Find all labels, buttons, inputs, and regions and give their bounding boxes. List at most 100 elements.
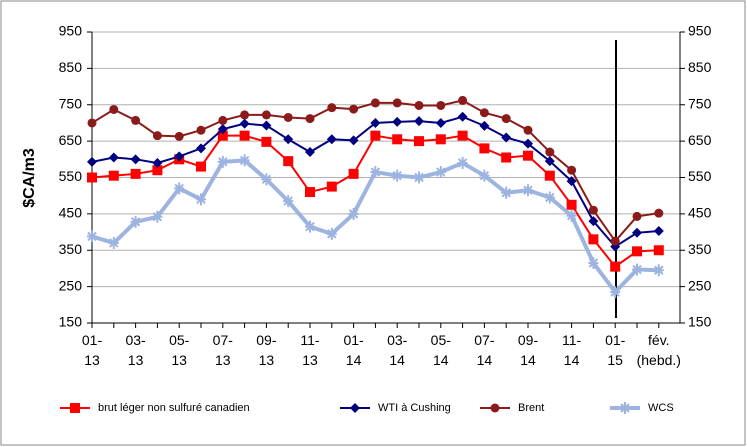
marker: [479, 120, 490, 131]
marker: [370, 166, 381, 179]
marker: [348, 207, 359, 220]
y-tick-label: 550: [59, 168, 83, 184]
y-tick-label: 250: [59, 277, 83, 293]
marker: [87, 172, 97, 183]
marker: [152, 157, 163, 168]
marker: [479, 108, 489, 118]
y-tick-label: 950: [59, 23, 83, 39]
marker: [239, 130, 250, 141]
marker: [479, 169, 490, 182]
y-tick-label: 650: [59, 132, 83, 148]
y-tick-label: 450: [59, 205, 83, 221]
marker: [108, 152, 119, 163]
marker: [523, 150, 533, 161]
marker: [305, 147, 315, 158]
y2-tick-label: 150: [688, 314, 712, 330]
marker: [108, 170, 119, 181]
legend-label: WTI à Cushing: [378, 402, 451, 414]
marker: [610, 236, 620, 246]
marker: [523, 184, 533, 197]
marker: [87, 156, 97, 167]
marker: [632, 211, 642, 221]
marker: [196, 161, 206, 172]
marker: [283, 112, 293, 122]
marker: [588, 216, 599, 227]
marker: [70, 403, 80, 413]
marker: [653, 245, 664, 256]
x-tick-label: 07- 14: [474, 332, 495, 368]
x-tick-label: fév. (hebd.): [636, 332, 681, 368]
marker: [326, 181, 337, 192]
marker: [196, 125, 206, 135]
marker: [217, 155, 228, 168]
marker: [152, 165, 163, 176]
x-tick-label: 09- 14: [517, 332, 539, 368]
x-tick-label: 01- 14: [343, 332, 364, 368]
marker: [130, 215, 141, 228]
marker: [457, 156, 468, 169]
marker: [632, 246, 642, 257]
marker: [620, 402, 630, 414]
y2-tick-label: 650: [688, 132, 712, 148]
marker: [544, 191, 555, 204]
marker: [283, 156, 294, 167]
marker: [501, 186, 512, 199]
marker: [544, 170, 555, 181]
marker: [87, 230, 97, 243]
marker: [414, 100, 424, 110]
marker: [196, 193, 206, 206]
marker: [414, 116, 424, 127]
marker: [152, 131, 162, 141]
y2-tick-label: 950: [688, 23, 712, 39]
x-tick-label: 05- 13: [169, 332, 190, 368]
marker: [326, 134, 337, 145]
marker: [261, 120, 272, 131]
marker: [545, 147, 555, 157]
x-tick-label: 09- 13: [256, 332, 277, 368]
marker: [523, 125, 533, 135]
marker: [240, 110, 250, 120]
marker: [490, 403, 500, 413]
marker: [370, 117, 381, 128]
marker: [109, 104, 119, 114]
marker: [610, 286, 621, 299]
marker: [653, 264, 664, 277]
x-tick-label: 11- 14: [561, 332, 582, 368]
marker: [588, 205, 598, 215]
marker: [239, 118, 250, 129]
marker: [217, 124, 228, 135]
marker: [632, 227, 642, 238]
marker: [544, 156, 555, 167]
y2-tick-label: 450: [688, 205, 712, 221]
marker: [261, 136, 272, 147]
marker: [261, 173, 272, 186]
y-tick-label: 850: [59, 59, 83, 75]
marker: [523, 138, 533, 149]
x-tick-label: 03- 13: [125, 332, 146, 368]
marker: [349, 104, 359, 114]
y2-tick-label: 750: [688, 95, 712, 111]
marker: [348, 168, 359, 179]
marker: [348, 135, 359, 146]
marker: [392, 169, 403, 182]
x-tick-label: 11- 13: [300, 332, 320, 368]
marker: [174, 131, 184, 141]
y-tick-label: 750: [59, 95, 83, 111]
marker: [87, 118, 97, 128]
marker: [283, 195, 294, 208]
marker: [131, 115, 141, 125]
marker: [130, 168, 141, 179]
y2-tick-label: 550: [688, 168, 712, 184]
marker: [501, 132, 512, 143]
marker: [566, 209, 577, 222]
marker: [435, 166, 446, 179]
marker: [654, 208, 664, 218]
marker: [588, 256, 599, 269]
marker: [174, 151, 185, 162]
y-tick-label: 150: [59, 314, 83, 330]
marker: [239, 154, 250, 167]
marker: [130, 154, 141, 165]
